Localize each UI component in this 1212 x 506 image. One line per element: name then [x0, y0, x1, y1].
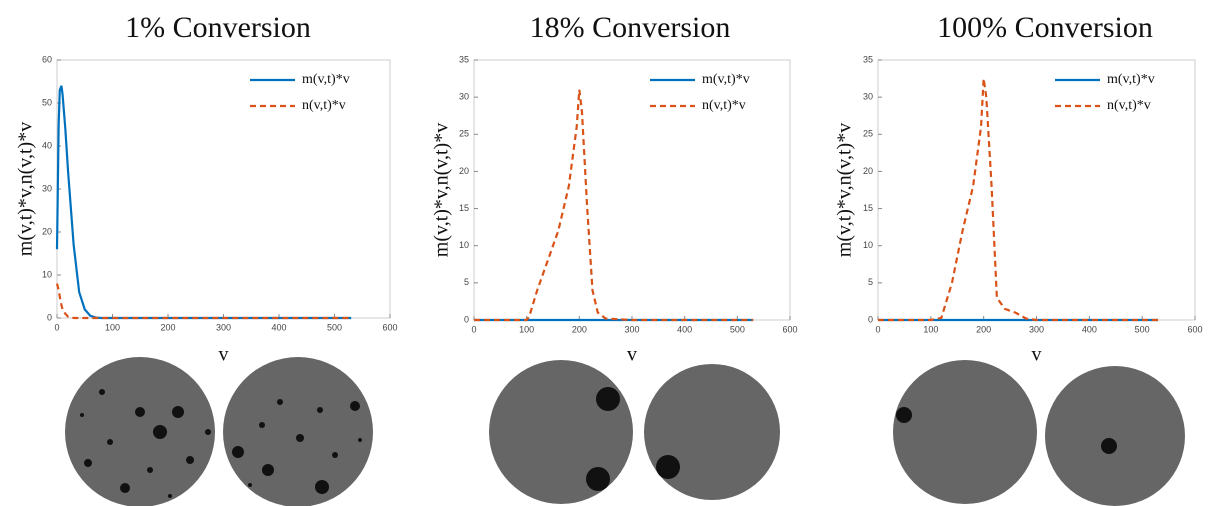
y-tick-label: 10: [459, 240, 469, 250]
x-tick-label: 300: [216, 322, 231, 332]
x-tick-label: 0: [54, 322, 59, 332]
x-tick-label: 500: [327, 322, 342, 332]
chart-title: 18% Conversion: [530, 11, 731, 44]
particle-image: [644, 364, 780, 500]
x-tick-label: 0: [471, 324, 476, 334]
y-tick-label: 15: [459, 203, 469, 213]
x-axis-label: v: [627, 344, 637, 366]
chart-title: 1% Conversion: [125, 11, 311, 44]
x-tick-label: 100: [519, 324, 534, 334]
x-tick-label: 100: [923, 324, 938, 334]
x-tick-label: 200: [976, 324, 991, 334]
x-tick-label: 200: [160, 322, 175, 332]
y-tick-label: 20: [42, 226, 52, 236]
y-tick-label: 50: [42, 97, 52, 107]
particle-dots: [80, 389, 362, 498]
y-tick-label: 0: [464, 314, 469, 324]
particle-images: [65, 357, 1185, 506]
x-tick-label: 500: [730, 324, 745, 334]
particle-blob: [1101, 438, 1117, 454]
particle-image: [489, 360, 633, 504]
y-tick-label: 20: [863, 166, 873, 176]
x-tick-label: 600: [382, 322, 397, 332]
particle-image: [223, 357, 373, 506]
y-tick-label: 5: [868, 277, 873, 287]
legend-label: n(v,t)*v: [702, 98, 746, 113]
y-tick-label: 0: [47, 312, 52, 322]
particle-image: [1045, 366, 1185, 506]
series-line: [55, 85, 352, 320]
legend-label: n(v,t)*v: [1107, 98, 1151, 113]
y-tick-label: 25: [459, 129, 469, 139]
y-axis-label: m(v,t)*v,n(v,t)*v: [15, 122, 37, 256]
y-tick-label: 40: [42, 140, 52, 150]
y-tick-label: 35: [459, 54, 469, 64]
y-tick-label: 35: [863, 54, 873, 64]
y-tick-label: 15: [863, 203, 873, 213]
y-tick-label: 30: [42, 183, 52, 193]
y-tick-label: 10: [863, 240, 873, 250]
legend-label: m(v,t)*v: [302, 72, 350, 87]
x-axis-label: v: [1032, 344, 1042, 366]
x-tick-label: 0: [875, 324, 880, 334]
x-tick-label: 300: [624, 324, 639, 334]
y-tick-label: 0: [868, 314, 873, 324]
x-tick-label: 100: [105, 322, 120, 332]
particle-blob: [656, 455, 680, 479]
particle-blob: [896, 407, 912, 423]
y-tick-label: 60: [42, 54, 52, 64]
x-tick-label: 300: [1029, 324, 1044, 334]
particle-blob: [596, 387, 620, 411]
x-tick-label: 200: [572, 324, 587, 334]
chart-title: 100% Conversion: [937, 11, 1153, 44]
x-tick-label: 600: [1187, 324, 1202, 334]
y-tick-label: 5: [464, 277, 469, 287]
x-tick-label: 400: [677, 324, 692, 334]
x-axis-label: v: [219, 344, 229, 366]
y-tick-label: 30: [863, 92, 873, 102]
y-tick-label: 20: [459, 166, 469, 176]
particle-image: [65, 357, 215, 506]
y-axis-label: m(v,t)*v,n(v,t)*v: [834, 123, 856, 257]
y-axis-label: m(v,t)*v,n(v,t)*v: [431, 123, 453, 257]
series-line: [878, 78, 1159, 322]
x-tick-label: 400: [271, 322, 286, 332]
y-tick-label: 10: [42, 269, 52, 279]
legend-label: m(v,t)*v: [1107, 72, 1155, 87]
x-tick-label: 400: [1082, 324, 1097, 334]
series-line: [474, 89, 754, 322]
particle-blob: [586, 467, 610, 491]
x-tick-label: 600: [782, 324, 797, 334]
y-tick-label: 25: [863, 129, 873, 139]
series-line: [55, 283, 352, 320]
legend-label: m(v,t)*v: [702, 72, 750, 87]
legend-label: n(v,t)*v: [302, 98, 346, 113]
particle-image: [893, 360, 1037, 504]
y-tick-label: 30: [459, 92, 469, 102]
x-tick-label: 500: [1135, 324, 1150, 334]
